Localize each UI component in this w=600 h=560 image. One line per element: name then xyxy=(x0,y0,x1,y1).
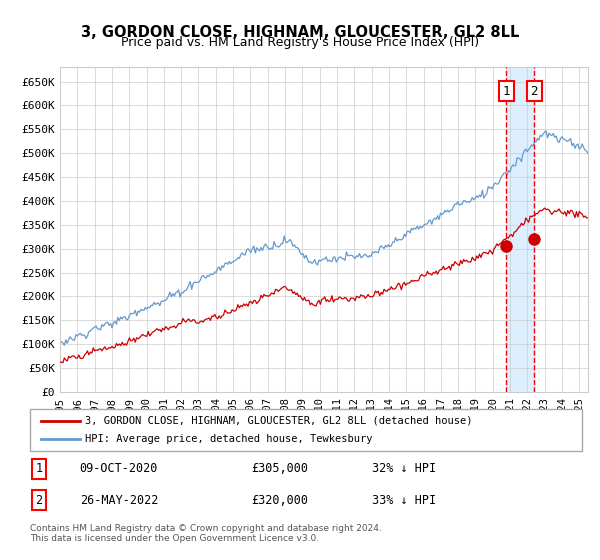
Text: Price paid vs. HM Land Registry's House Price Index (HPI): Price paid vs. HM Land Registry's House … xyxy=(121,36,479,49)
Text: 1: 1 xyxy=(35,462,43,475)
Text: 2: 2 xyxy=(35,493,43,507)
FancyBboxPatch shape xyxy=(30,409,582,451)
Text: 33% ↓ HPI: 33% ↓ HPI xyxy=(372,493,436,507)
Text: £320,000: £320,000 xyxy=(251,493,308,507)
Text: 09-OCT-2020: 09-OCT-2020 xyxy=(80,462,158,475)
Text: 3, GORDON CLOSE, HIGHNAM, GLOUCESTER, GL2 8LL (detached house): 3, GORDON CLOSE, HIGHNAM, GLOUCESTER, GL… xyxy=(85,416,473,426)
Text: 26-MAY-2022: 26-MAY-2022 xyxy=(80,493,158,507)
Text: HPI: Average price, detached house, Tewkesbury: HPI: Average price, detached house, Tewk… xyxy=(85,434,373,444)
Text: 3, GORDON CLOSE, HIGHNAM, GLOUCESTER, GL2 8LL: 3, GORDON CLOSE, HIGHNAM, GLOUCESTER, GL… xyxy=(81,25,519,40)
Bar xyxy=(506,67,535,392)
Text: Contains HM Land Registry data © Crown copyright and database right 2024.
This d: Contains HM Land Registry data © Crown c… xyxy=(30,524,382,543)
Text: 2: 2 xyxy=(530,85,538,97)
Text: £305,000: £305,000 xyxy=(251,462,308,475)
Text: 32% ↓ HPI: 32% ↓ HPI xyxy=(372,462,436,475)
Text: 1: 1 xyxy=(503,85,510,97)
